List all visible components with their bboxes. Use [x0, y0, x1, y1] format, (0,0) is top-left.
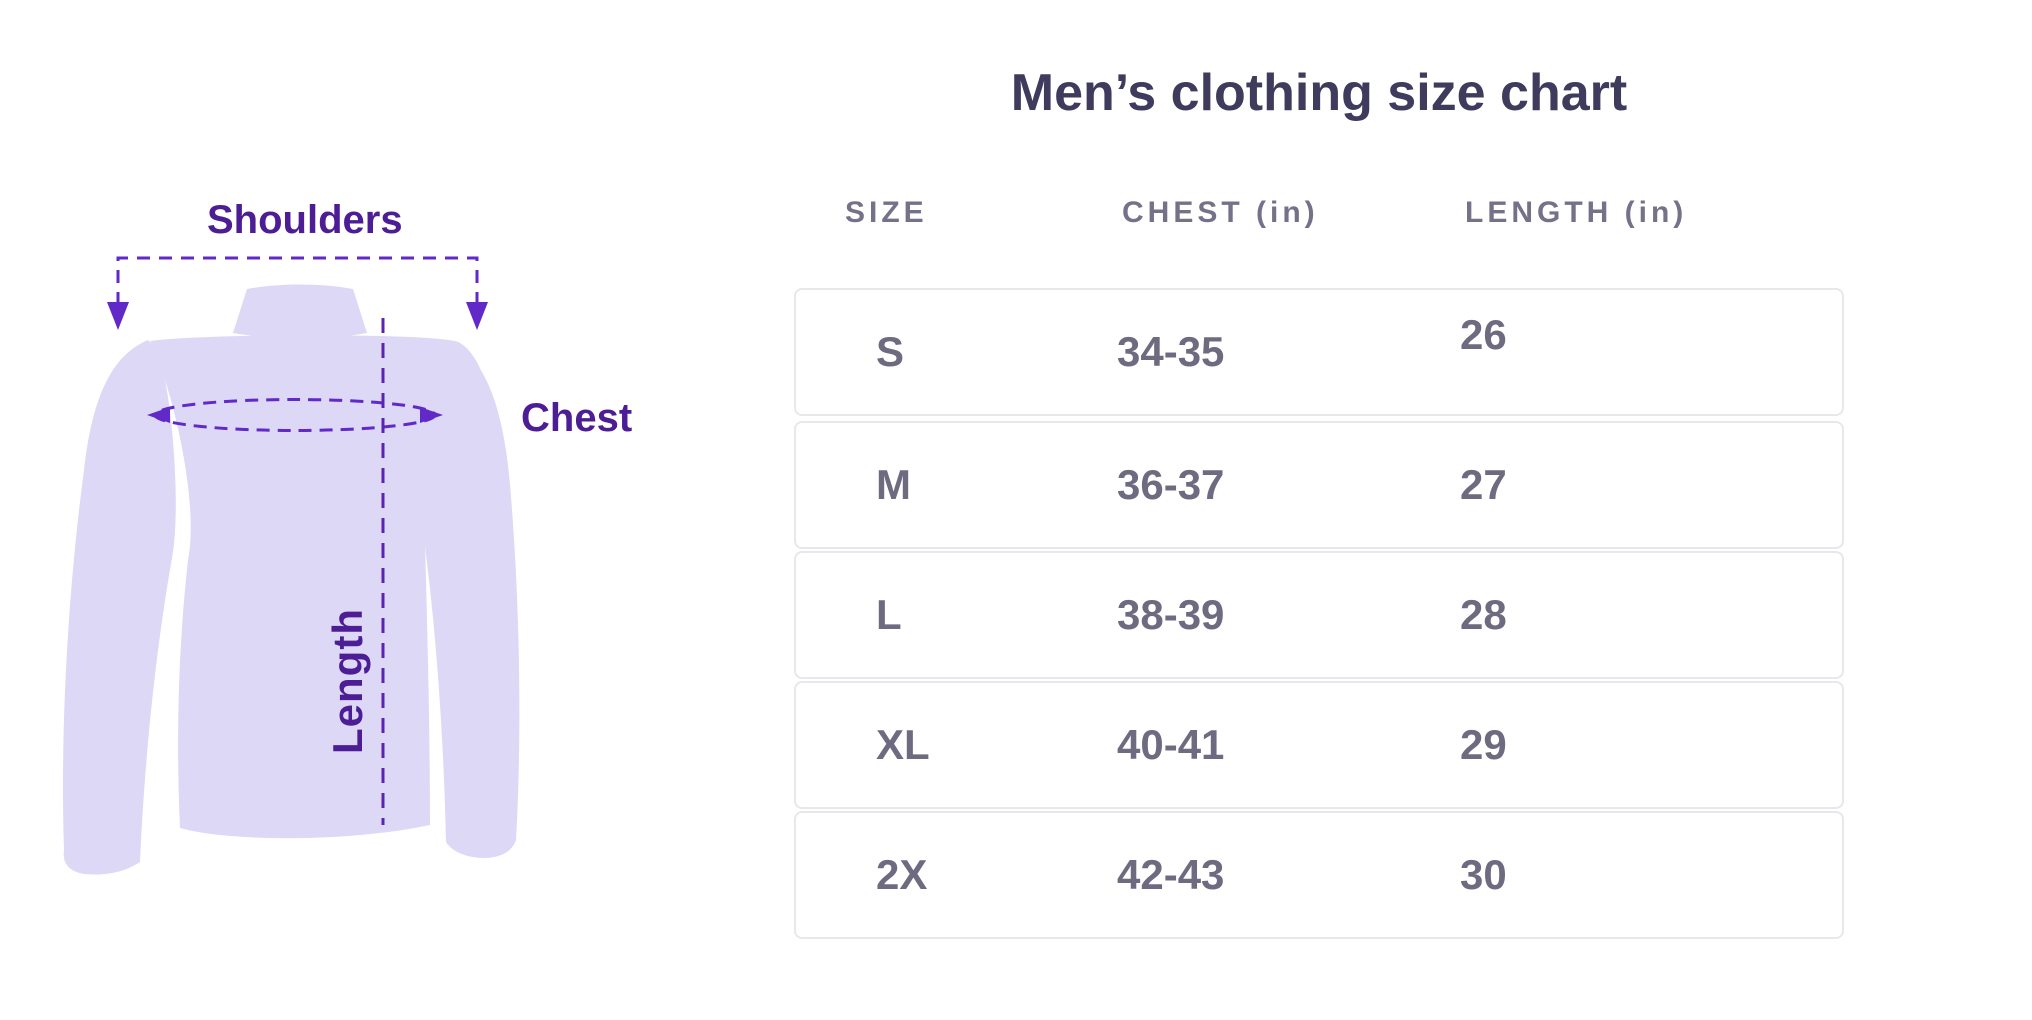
length-value: 28 [1460, 591, 1507, 638]
length-value: 29 [1460, 721, 1507, 768]
chest-value: 38-39 [1117, 591, 1225, 638]
size-table: S 34-35 26 M 36-37 27 L 38-39 28 XL 40-4… [794, 288, 1844, 939]
shoulders-measure-arrows [107, 302, 488, 330]
shirt-collar [233, 284, 367, 339]
shirt-left-sleeve [62, 340, 176, 875]
shirt-silhouette [62, 284, 520, 875]
shirt-torso [150, 335, 495, 839]
size-value: L [876, 591, 902, 638]
length-label: Length [324, 608, 371, 754]
column-header-length: LENGTH (in) [1465, 196, 1688, 229]
page-title: Men’s clothing size chart [1010, 64, 1628, 122]
chest-label: Chest [521, 396, 633, 440]
size-value: XL [876, 721, 930, 768]
column-header-chest: CHEST (in) [1122, 196, 1319, 229]
size-value: S [876, 328, 905, 375]
shirt-measurement-diagram: Shoulders Chest Length [0, 0, 700, 1020]
chest-value: 42-43 [1117, 851, 1225, 898]
shoulders-measure-line [116, 256, 479, 305]
table-row: L 38-39 28 [794, 551, 1844, 679]
table-header-row: SIZE CHEST (in) LENGTH (in) [794, 196, 1844, 236]
table-row: M 36-37 27 [794, 421, 1844, 549]
size-value: 2X [876, 851, 928, 898]
chest-value: 36-37 [1117, 461, 1225, 508]
chest-value: 34-35 [1117, 328, 1225, 375]
shoulders-label: Shoulders [207, 198, 403, 242]
chest-value: 40-41 [1117, 721, 1225, 768]
shirt-graphic [62, 256, 520, 875]
length-value: 27 [1460, 461, 1507, 508]
table-row: 2X 42-43 30 [794, 811, 1844, 939]
length-value: 26 [1460, 311, 1507, 358]
column-header-size: SIZE [845, 196, 928, 229]
length-value: 30 [1460, 851, 1507, 898]
table-row: S 34-35 26 [794, 288, 1844, 416]
size-value: M [876, 461, 911, 508]
table-row: XL 40-41 29 [794, 681, 1844, 809]
chest-measure-arrows [147, 407, 443, 423]
